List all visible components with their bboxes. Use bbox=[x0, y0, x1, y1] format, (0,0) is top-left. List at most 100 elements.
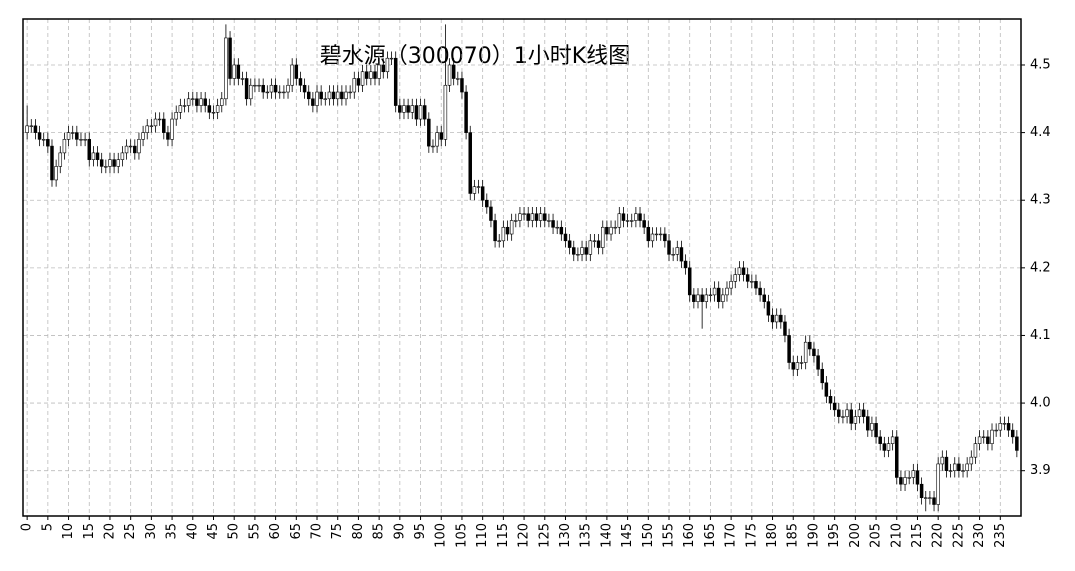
candle-body bbox=[327, 91, 332, 100]
candle-body bbox=[572, 247, 576, 255]
x-tick-label: 45 bbox=[206, 523, 221, 540]
candle-body bbox=[306, 91, 311, 100]
candle-body bbox=[41, 139, 46, 141]
candle-body bbox=[986, 436, 990, 444]
candle-body bbox=[774, 314, 779, 323]
candle-body bbox=[601, 226, 605, 248]
x-tick-label: 15 bbox=[82, 523, 97, 540]
x-tick-label: 170 bbox=[724, 523, 739, 548]
candle-body bbox=[1015, 436, 1019, 451]
x-tick-label: 120 bbox=[517, 523, 532, 548]
candle-body bbox=[236, 64, 241, 79]
candle-body bbox=[563, 233, 568, 242]
candle-body bbox=[389, 57, 394, 60]
x-tick-label: 200 bbox=[848, 523, 863, 548]
candle-body bbox=[385, 57, 390, 73]
candle-body bbox=[207, 105, 212, 113]
candle-body bbox=[526, 213, 530, 221]
x-tick-label: 55 bbox=[247, 523, 262, 540]
candle-body bbox=[33, 125, 38, 133]
candle-body bbox=[584, 247, 588, 255]
candle-body bbox=[480, 186, 485, 201]
candle-body bbox=[551, 220, 555, 228]
candle-body bbox=[667, 240, 671, 255]
candle-body bbox=[638, 213, 642, 221]
candle-body bbox=[228, 37, 232, 79]
candle-body bbox=[745, 274, 750, 282]
candle-body bbox=[46, 139, 50, 147]
candle-body bbox=[940, 456, 945, 465]
candle-body bbox=[555, 226, 559, 229]
x-tick-label: 25 bbox=[123, 523, 138, 540]
candle-body bbox=[170, 118, 174, 140]
candle-body bbox=[874, 423, 878, 438]
candle-body bbox=[750, 281, 754, 283]
candle-body bbox=[240, 78, 245, 80]
candle-body bbox=[50, 145, 54, 181]
candle-body bbox=[580, 247, 584, 255]
x-tick-label: 115 bbox=[496, 523, 511, 548]
candle-body bbox=[762, 294, 767, 302]
candle-body bbox=[886, 443, 891, 451]
candle-body bbox=[654, 233, 659, 236]
candle-body bbox=[903, 477, 907, 485]
candle-body bbox=[878, 436, 882, 444]
candle-body bbox=[998, 423, 1003, 431]
candle-body bbox=[534, 213, 539, 221]
x-tick-label: 70 bbox=[310, 523, 325, 540]
x-tick-label: 205 bbox=[869, 523, 884, 548]
candle-body bbox=[919, 483, 924, 499]
candle-body bbox=[882, 443, 887, 451]
x-tick-label: 60 bbox=[268, 523, 283, 540]
candle-body bbox=[431, 145, 435, 148]
candle-body bbox=[393, 57, 398, 106]
candle-body bbox=[215, 105, 220, 113]
candle-body bbox=[497, 240, 501, 242]
candle-body bbox=[489, 206, 493, 221]
candle-body bbox=[414, 105, 419, 120]
candle-body bbox=[675, 247, 680, 255]
y-tick-label: 4.2 bbox=[1030, 260, 1051, 275]
candle-body bbox=[174, 112, 178, 120]
candle-body bbox=[356, 78, 361, 86]
candle-body bbox=[716, 287, 721, 302]
candle-body bbox=[567, 240, 572, 248]
candle-body bbox=[348, 91, 352, 94]
candle-body bbox=[605, 226, 609, 235]
candle-body bbox=[485, 199, 489, 208]
candle-body bbox=[629, 220, 634, 222]
candle-body bbox=[145, 125, 149, 133]
candle-body bbox=[468, 132, 472, 194]
x-tick-label: 95 bbox=[413, 523, 428, 540]
candle-body bbox=[609, 226, 613, 235]
x-tick-label: 180 bbox=[765, 523, 780, 548]
candle-body bbox=[112, 159, 116, 167]
candle-body bbox=[75, 132, 79, 140]
candle-body bbox=[79, 139, 83, 141]
candle-body bbox=[721, 294, 725, 302]
candle-body bbox=[895, 436, 899, 478]
candle-body bbox=[162, 118, 166, 133]
x-tick-label: 150 bbox=[641, 523, 656, 548]
x-tick-label: 30 bbox=[144, 523, 159, 540]
x-tick-label: 100 bbox=[434, 523, 449, 548]
candle-body bbox=[961, 470, 965, 472]
candle-body bbox=[199, 98, 203, 106]
candle-body bbox=[861, 409, 866, 417]
candle-body bbox=[733, 274, 738, 282]
candle-body bbox=[924, 497, 928, 499]
candle-body bbox=[696, 294, 700, 302]
y-tick-label: 4.5 bbox=[1030, 57, 1051, 72]
candle-body bbox=[849, 409, 853, 424]
candle-body bbox=[977, 436, 982, 444]
candle-body bbox=[1002, 423, 1007, 425]
candle-body bbox=[302, 84, 307, 93]
candle-body bbox=[803, 341, 808, 363]
x-tick-label: 210 bbox=[889, 523, 904, 548]
y-tick-label: 4.3 bbox=[1030, 193, 1051, 208]
candle-body bbox=[799, 362, 804, 364]
candle-body bbox=[128, 145, 133, 148]
candle-body bbox=[658, 233, 663, 236]
candle-body bbox=[692, 294, 696, 302]
